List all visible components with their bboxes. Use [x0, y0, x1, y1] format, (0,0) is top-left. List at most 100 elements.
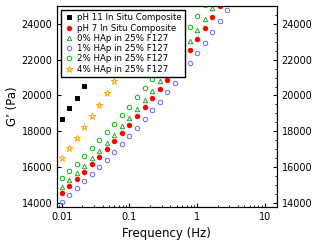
0% HAp in 25% F127 — [188, 40, 191, 43]
pH 7 In Situ Composite — [113, 140, 116, 143]
pH 11 In Situ Composite — [120, 24, 124, 27]
pH 11 In Situ Composite — [75, 96, 79, 99]
1% HAp in 25% F127 — [165, 91, 169, 94]
1% HAp in 25% F127 — [135, 126, 139, 129]
1% HAp in 25% F127 — [75, 187, 79, 190]
0% HAp in 25% F127 — [120, 125, 124, 128]
pH 7 In Situ Composite — [82, 170, 86, 173]
4% HAp in 25% F127 — [82, 126, 86, 129]
Legend: pH 11 In Situ Composite, pH 7 In Situ Composite, 0% HAp in 25% F127, 1% HAp in 2: pH 11 In Situ Composite, pH 7 In Situ Co… — [61, 10, 185, 77]
pH 7 In Situ Composite — [60, 191, 64, 194]
1% HAp in 25% F127 — [60, 200, 64, 203]
pH 7 In Situ Composite — [105, 148, 109, 151]
4% HAp in 25% F127 — [128, 53, 131, 56]
4% HAp in 25% F127 — [150, 11, 154, 14]
pH 11 In Situ Composite — [60, 117, 64, 120]
4% HAp in 25% F127 — [60, 157, 64, 160]
pH 7 In Situ Composite — [75, 177, 79, 180]
0% HAp in 25% F127 — [173, 60, 176, 63]
Line: pH 7 In Situ Composite: pH 7 In Situ Composite — [59, 0, 267, 195]
1% HAp in 25% F127 — [203, 41, 207, 44]
1% HAp in 25% F127 — [142, 118, 146, 121]
1% HAp in 25% F127 — [225, 8, 229, 11]
2% HAp in 25% F127 — [113, 123, 116, 125]
Line: 2% HAp in 25% F127: 2% HAp in 25% F127 — [59, 0, 267, 181]
pH 7 In Situ Composite — [135, 115, 139, 118]
0% HAp in 25% F127 — [195, 29, 199, 32]
2% HAp in 25% F127 — [142, 87, 146, 90]
Line: 0% HAp in 25% F127: 0% HAp in 25% F127 — [59, 0, 267, 189]
pH 7 In Situ Composite — [120, 132, 124, 135]
0% HAp in 25% F127 — [105, 141, 109, 144]
0% HAp in 25% F127 — [210, 7, 214, 10]
pH 11 In Situ Composite — [128, 10, 131, 13]
Line: 4% HAp in 25% F127: 4% HAp in 25% F127 — [59, 0, 268, 162]
pH 7 In Situ Composite — [158, 88, 162, 91]
pH 11 In Situ Composite — [90, 74, 94, 77]
pH 11 In Situ Composite — [98, 62, 101, 64]
1% HAp in 25% F127 — [158, 100, 162, 103]
1% HAp in 25% F127 — [188, 62, 191, 65]
1% HAp in 25% F127 — [150, 109, 154, 112]
1% HAp in 25% F127 — [173, 81, 176, 84]
pH 11 In Situ Composite — [105, 49, 109, 52]
pH 7 In Situ Composite — [98, 155, 101, 158]
0% HAp in 25% F127 — [67, 179, 71, 182]
pH 7 In Situ Composite — [218, 4, 222, 7]
4% HAp in 25% F127 — [135, 40, 139, 43]
Line: 1% HAp in 25% F127: 1% HAp in 25% F127 — [59, 0, 267, 204]
0% HAp in 25% F127 — [113, 133, 116, 136]
2% HAp in 25% F127 — [90, 147, 94, 150]
0% HAp in 25% F127 — [90, 157, 94, 160]
0% HAp in 25% F127 — [60, 186, 64, 189]
pH 11 In Situ Composite — [82, 85, 86, 88]
2% HAp in 25% F127 — [120, 114, 124, 117]
0% HAp in 25% F127 — [82, 164, 86, 167]
0% HAp in 25% F127 — [142, 99, 146, 102]
2% HAp in 25% F127 — [128, 105, 131, 108]
pH 11 In Situ Composite — [67, 107, 71, 110]
2% HAp in 25% F127 — [135, 96, 139, 99]
2% HAp in 25% F127 — [165, 58, 169, 61]
0% HAp in 25% F127 — [75, 172, 79, 175]
2% HAp in 25% F127 — [188, 26, 191, 29]
2% HAp in 25% F127 — [75, 162, 79, 165]
2% HAp in 25% F127 — [98, 139, 101, 142]
2% HAp in 25% F127 — [158, 67, 162, 70]
2% HAp in 25% F127 — [173, 47, 176, 50]
pH 7 In Situ Composite — [150, 97, 154, 100]
4% HAp in 25% F127 — [142, 26, 146, 29]
2% HAp in 25% F127 — [82, 155, 86, 158]
pH 7 In Situ Composite — [67, 184, 71, 187]
4% HAp in 25% F127 — [75, 137, 79, 139]
4% HAp in 25% F127 — [113, 79, 116, 82]
1% HAp in 25% F127 — [98, 166, 101, 169]
pH 7 In Situ Composite — [173, 68, 176, 71]
2% HAp in 25% F127 — [150, 77, 154, 80]
pH 7 In Situ Composite — [210, 16, 214, 19]
1% HAp in 25% F127 — [90, 173, 94, 176]
pH 7 In Situ Composite — [195, 38, 199, 41]
4% HAp in 25% F127 — [98, 103, 101, 106]
1% HAp in 25% F127 — [113, 150, 116, 153]
1% HAp in 25% F127 — [180, 72, 184, 75]
0% HAp in 25% F127 — [150, 90, 154, 92]
2% HAp in 25% F127 — [105, 131, 109, 134]
1% HAp in 25% F127 — [82, 180, 86, 183]
1% HAp in 25% F127 — [120, 142, 124, 145]
1% HAp in 25% F127 — [218, 20, 222, 23]
0% HAp in 25% F127 — [165, 70, 169, 73]
2% HAp in 25% F127 — [203, 3, 207, 6]
X-axis label: Frequency (Hz): Frequency (Hz) — [122, 228, 211, 240]
2% HAp in 25% F127 — [195, 15, 199, 18]
0% HAp in 25% F127 — [128, 116, 131, 119]
pH 7 In Situ Composite — [90, 163, 94, 166]
4% HAp in 25% F127 — [120, 66, 124, 69]
Y-axis label: G’ (Pa): G’ (Pa) — [5, 87, 18, 126]
4% HAp in 25% F127 — [67, 147, 71, 150]
pH 7 In Situ Composite — [128, 123, 131, 126]
4% HAp in 25% F127 — [105, 92, 109, 94]
1% HAp in 25% F127 — [105, 158, 109, 161]
2% HAp in 25% F127 — [60, 177, 64, 180]
pH 7 In Situ Composite — [142, 106, 146, 109]
